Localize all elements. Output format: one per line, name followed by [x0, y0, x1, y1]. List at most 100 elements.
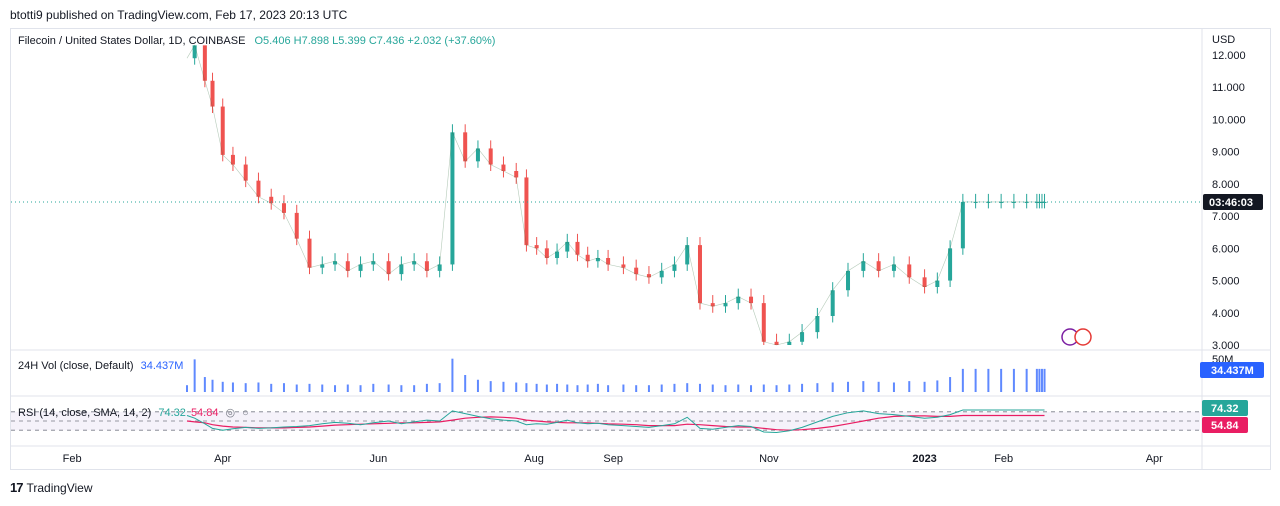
candle-body: [412, 261, 417, 265]
volume-bar: [607, 385, 610, 392]
rsi-settings-icons[interactable]: ◎ ○: [225, 407, 251, 419]
candle-body: [399, 264, 404, 275]
volume-bar: [750, 385, 753, 392]
volume-bar: [400, 385, 403, 392]
x-tick-label: Nov: [759, 453, 779, 465]
y-tick-label: 10.000: [1212, 114, 1246, 126]
y-tick-label: 4.000: [1212, 308, 1240, 320]
volume-bar: [1043, 368, 1046, 392]
volume-bar: [556, 383, 559, 392]
candle-body: [294, 212, 299, 239]
volume-bar: [257, 382, 260, 392]
volume-bar: [502, 381, 505, 392]
volume-bar: [1012, 368, 1015, 392]
volume-bar: [359, 385, 362, 392]
rsi-sma-value-badge: [1202, 417, 1248, 433]
volume-bar: [737, 384, 740, 392]
volume-bar: [525, 383, 528, 392]
volume-bar: [635, 385, 638, 392]
volume-bar: [282, 383, 285, 392]
tradingview-logo-icon: 17: [10, 480, 24, 495]
volume-bar: [908, 381, 911, 392]
volume-bar: [711, 384, 714, 392]
candle-body: [710, 303, 715, 307]
candle-body: [256, 180, 261, 197]
candle-body: [437, 264, 442, 271]
volume-bar: [1035, 368, 1038, 392]
candle-body: [524, 177, 529, 246]
candle-body: [761, 303, 766, 342]
y-tick-label: 8.000: [1212, 179, 1240, 191]
rsi-legend: RSI (14, close, SMA, 14, 2) 74.32 54.84 …: [18, 406, 251, 419]
candle-body: [891, 264, 896, 271]
candle-body: [450, 132, 455, 265]
volume-bar: [949, 377, 952, 392]
volume-bar: [566, 384, 569, 392]
candle-body: [386, 261, 391, 275]
volume-bar: [586, 384, 589, 392]
candle-body: [220, 106, 225, 155]
volume-bar: [862, 381, 865, 392]
volume-bar: [762, 384, 765, 392]
candle-body: [1024, 201, 1029, 203]
candle-body: [307, 238, 312, 268]
candle-body: [488, 148, 493, 165]
volume-bar: [673, 383, 676, 392]
volume-bar: [987, 368, 990, 392]
candle-body: [685, 245, 690, 265]
candle-body: [424, 261, 429, 271]
candle-body: [1042, 201, 1047, 203]
volume-bar: [387, 384, 390, 392]
candle-body: [830, 290, 835, 316]
candle-body: [634, 267, 639, 275]
volume-bar: [535, 383, 538, 392]
volume-bar: [877, 381, 880, 392]
volume-bar: [476, 379, 479, 392]
rsi-legend-label: RSI (14, close, SMA, 14, 2): [18, 407, 152, 419]
candle-body: [749, 296, 754, 304]
currency-label[interactable]: USD: [1212, 34, 1236, 46]
volume-bar: [334, 385, 337, 392]
volume-legend: 24H Vol (close, Default) 34.437M: [18, 360, 183, 372]
candle-body: [555, 251, 560, 258]
candle-body: [736, 296, 741, 304]
volume-bar: [489, 381, 492, 392]
volume-bar: [203, 377, 206, 392]
x-tick-label: Feb: [63, 453, 82, 465]
candle-body: [514, 171, 519, 178]
volume-bar: [1040, 368, 1043, 392]
x-tick-label: Feb: [994, 453, 1013, 465]
candle-body: [697, 245, 702, 304]
volume-bar: [961, 368, 964, 392]
y-tick-label: 3.000: [1212, 340, 1240, 352]
footer-brand[interactable]: 17 TradingView: [10, 480, 93, 495]
volume-bar: [801, 383, 804, 392]
us-flag-icon: [1074, 328, 1092, 346]
candle-body: [202, 45, 207, 81]
volume-bar: [515, 382, 518, 392]
volume-bar: [596, 383, 599, 392]
volume-bar: [346, 384, 349, 392]
candle-body: [999, 201, 1004, 203]
candle-body: [534, 245, 539, 249]
volume-bar: [698, 383, 701, 392]
volume-bar: [1000, 368, 1003, 392]
candle-body: [565, 241, 570, 252]
candle-body: [544, 248, 549, 258]
rsi-sma-legend-value: 54.84: [190, 407, 219, 419]
candle-body: [345, 261, 350, 271]
candle-body: [281, 203, 286, 213]
volume-bar: [372, 383, 375, 392]
candle-body: [585, 254, 590, 262]
volume-bar: [724, 385, 727, 392]
volume-bar: [451, 358, 454, 392]
rsi-sma-value-label: 54.84: [1211, 420, 1239, 432]
volume-bar: [231, 382, 234, 392]
volume-bar: [545, 384, 548, 392]
candle-body: [815, 316, 820, 333]
volume-bar: [425, 383, 428, 392]
candle-body: [1039, 201, 1044, 203]
volume-bar: [686, 383, 689, 392]
volume-bar: [185, 385, 188, 392]
